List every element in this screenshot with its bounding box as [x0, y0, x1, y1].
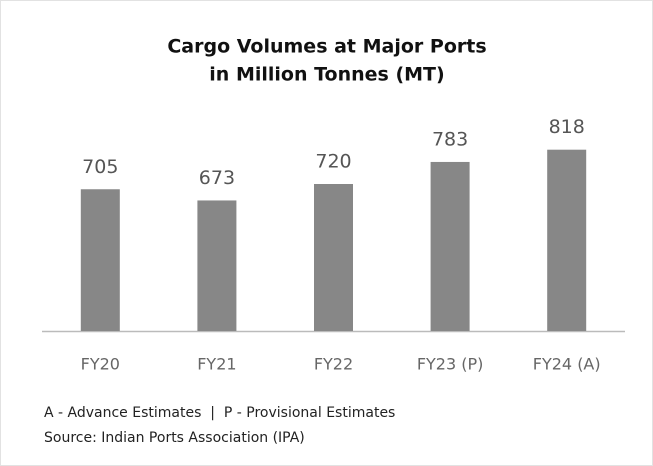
bar — [547, 149, 587, 331]
x-tick-label: FY20 — [81, 355, 120, 374]
data-label: 673 — [199, 167, 235, 189]
x-tick-label: FY24 (A) — [533, 355, 601, 374]
x-tick-label: FY21 — [197, 355, 236, 374]
x-tick-label: FY22 — [314, 355, 353, 374]
data-label: 705 — [82, 156, 118, 178]
bar — [197, 200, 237, 331]
bar — [314, 184, 353, 331]
x-tick-label: FY23 (P) — [417, 355, 484, 374]
bar — [80, 189, 120, 331]
note: Source: Indian Ports Association (IPA) — [44, 430, 305, 446]
chart-title: in Million Tonnes (MT) — [209, 64, 444, 86]
bar — [430, 161, 470, 331]
data-label: 720 — [315, 151, 351, 173]
data-label: 818 — [549, 116, 585, 138]
note: A - Advance Estimates | P - Provisional … — [44, 405, 395, 421]
data-label: 783 — [432, 128, 468, 150]
chart-title: Cargo Volumes at Major Ports — [167, 36, 486, 58]
